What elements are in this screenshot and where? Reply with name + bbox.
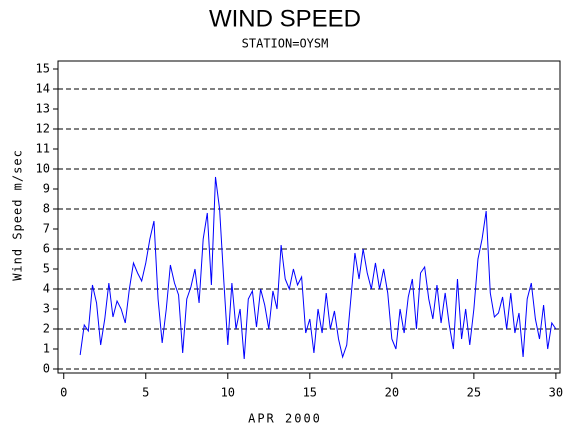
y-tick-label: 4 xyxy=(43,282,50,296)
y-tick-label: 11 xyxy=(36,142,50,156)
x-tick-label: 0 xyxy=(60,386,67,400)
y-tick-label: 14 xyxy=(36,82,50,96)
y-tick-label: 9 xyxy=(43,182,50,196)
y-tick-label: 10 xyxy=(36,162,50,176)
chart-title: WIND SPEED xyxy=(209,5,361,32)
y-tick-label: 7 xyxy=(43,222,50,236)
y-tick-label: 15 xyxy=(36,62,50,76)
y-tick-label: 3 xyxy=(43,302,50,316)
y-tick-label: 12 xyxy=(36,122,50,136)
x-tick-label: 10 xyxy=(221,386,235,400)
data-line xyxy=(79,176,557,360)
y-tick-label: 5 xyxy=(43,262,50,276)
y-tick-label: 0 xyxy=(43,362,50,376)
y-tick-label: 1 xyxy=(43,342,50,356)
x-tick-label: 5 xyxy=(142,386,149,400)
y-tick-label: 13 xyxy=(36,102,50,116)
x-axis-label: APR 2000 xyxy=(248,412,322,426)
x-tick-label: 15 xyxy=(303,386,317,400)
y-tick-label: 6 xyxy=(43,242,50,256)
y-tick-label: 2 xyxy=(43,322,50,336)
y-axis-label: Wind Speed m/sec xyxy=(11,149,25,281)
x-tick-label: 20 xyxy=(385,386,399,400)
x-tick-label: 30 xyxy=(549,386,563,400)
chart-subtitle: STATION=OYSM xyxy=(242,37,329,51)
y-tick-label: 8 xyxy=(43,202,50,216)
plot-frame xyxy=(57,60,561,374)
x-tick-label: 25 xyxy=(467,386,481,400)
